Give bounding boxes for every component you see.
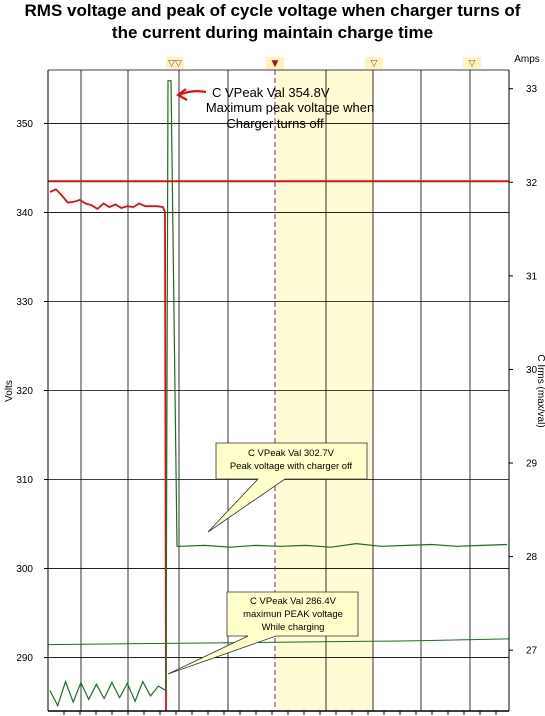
y-tick-label: 290: [16, 653, 33, 664]
y2-tick-label: 27: [526, 646, 538, 657]
cursor-marker-bg: [266, 57, 284, 69]
chart-title-line-1: RMS voltage and peak of cycle voltage wh…: [24, 1, 521, 20]
callout-low: [167, 591, 359, 675]
cursor-marker[interactable]: ▼: [272, 59, 279, 69]
series-irms: [47, 638, 510, 646]
y2-unit-label: Amps: [514, 54, 540, 65]
annotation-top-line-1: C VPeak Val 354.8V: [212, 85, 330, 100]
y-axis-label: Volts: [4, 380, 15, 402]
y-tick-label: 310: [16, 475, 33, 486]
callout-mid: [207, 442, 368, 533]
y2-tick-label: 29: [526, 459, 538, 470]
chart-title-line-2: the current during maintain charge time: [111, 23, 434, 42]
y-tick-label: 300: [16, 564, 33, 575]
series-layer: [47, 80, 510, 712]
series-peak: [49, 80, 508, 708]
cursor-marker-bg: [166, 57, 184, 69]
series-rms: [49, 188, 167, 712]
callout-low-line-1: C VPeak Val 286.4V: [250, 596, 337, 607]
cursor-marker[interactable]: ▽: [371, 59, 378, 69]
y2-tick-label: 30: [526, 365, 538, 376]
annotation-top-line-3: Charger turns off: [226, 116, 324, 131]
cursor-markers[interactable]: ▽▽ ▼ ▽ ▽: [166, 57, 481, 69]
y-tick-label: 330: [16, 297, 33, 308]
y2-tick-label: 32: [526, 178, 538, 189]
cursor-marker-bg: [463, 57, 481, 69]
cursor-marker[interactable]: ▽: [469, 59, 476, 69]
annotation-arrowhead: [175, 88, 188, 101]
callout-low-line-3: While charging: [262, 622, 325, 633]
callout-mid-line-1: C VPeak Val 302.7V: [248, 448, 335, 459]
chart-title: RMS voltage and peak of cycle voltage wh…: [0, 0, 545, 44]
y-tick-label: 350: [16, 119, 33, 130]
cursor-marker-bg: [365, 57, 383, 69]
cursor-marker[interactable]: ▽▽: [168, 59, 182, 69]
annotation-arrow: [178, 89, 207, 97]
axes: 290 300 310 320 330 340 350 27 28 29 30 31 32 33 Volts…: [4, 54, 545, 715]
y2-axis-label: C Irms (max/val): [535, 354, 545, 427]
annotation-top-line-2: Maximum peak voltage when: [206, 100, 374, 115]
gridlines: [48, 70, 509, 711]
callout-low-line-2: maximun PEAK voltage: [243, 609, 343, 620]
y-tick-label: 340: [16, 208, 33, 219]
y-tick-label: 320: [16, 386, 33, 397]
y2-tick-label: 33: [526, 84, 538, 95]
y2-tick-label: 31: [526, 271, 538, 282]
y2-tick-label: 28: [526, 552, 538, 563]
callout-mid-line-2: Peak voltage with charger off: [230, 461, 353, 472]
